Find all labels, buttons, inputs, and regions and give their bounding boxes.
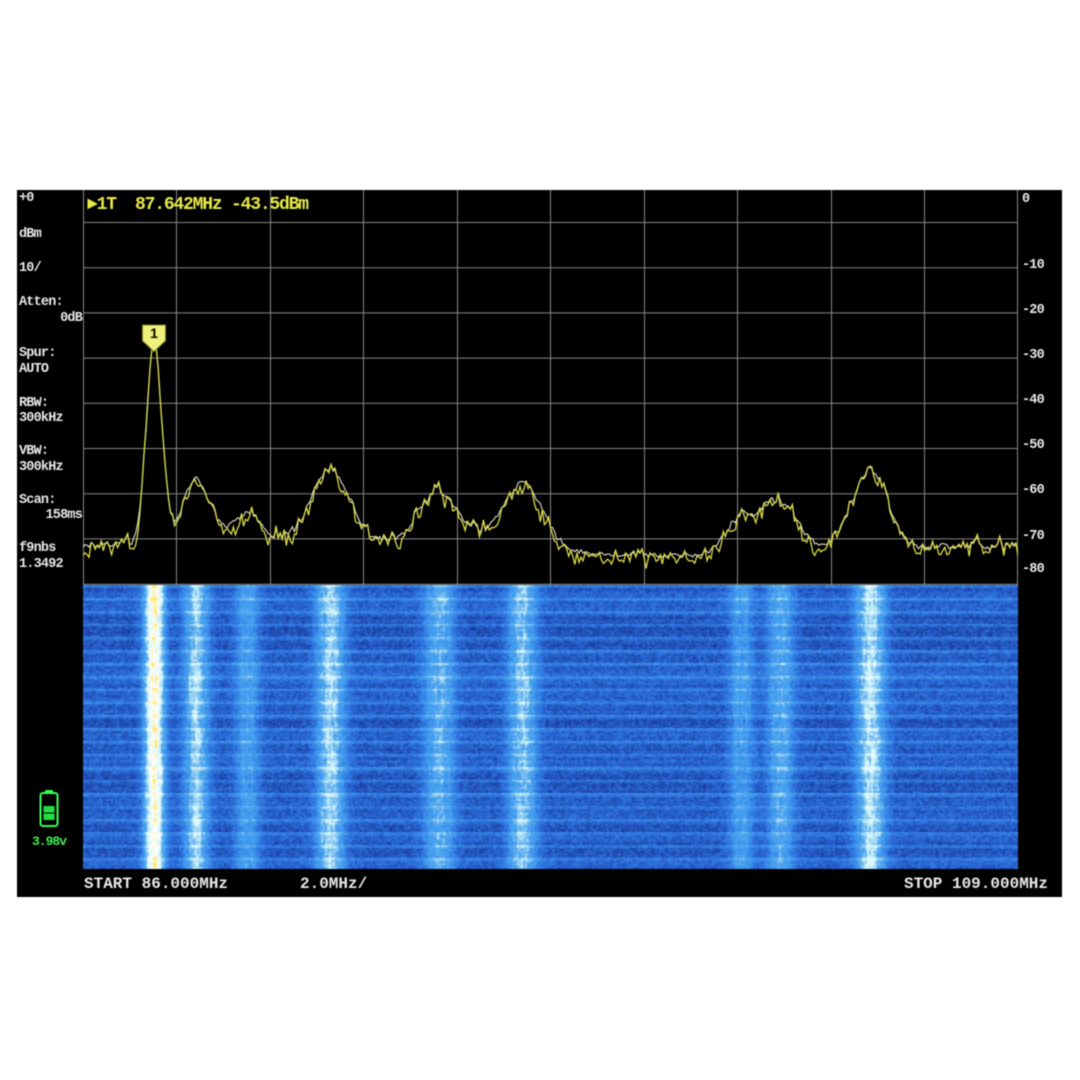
svg-text:1: 1 [150, 325, 158, 341]
